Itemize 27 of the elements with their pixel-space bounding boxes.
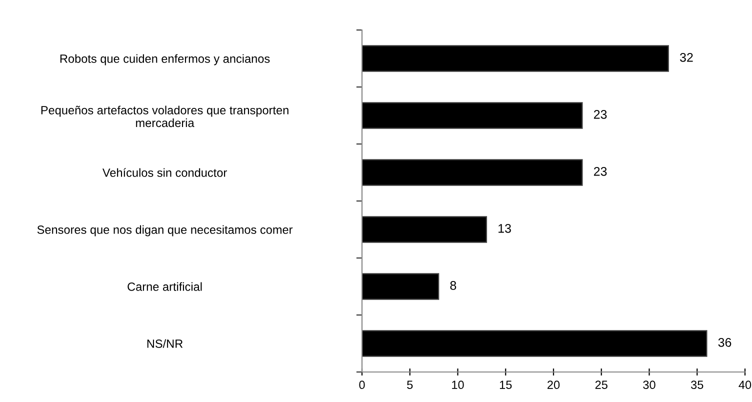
y-tick-label: Pequeños artefactos voladores que transporten mercaderia	[41, 106, 288, 128]
bar	[362, 102, 583, 129]
data-label: 36	[718, 338, 732, 347]
data-label: 23	[594, 110, 607, 119]
data-label: 23	[594, 167, 607, 176]
y-tick-label: NS/NR	[147, 339, 183, 348]
x-tick-label: 20	[548, 380, 560, 390]
x-tick-label: 10	[452, 380, 464, 390]
x-tick-label: 15	[500, 380, 512, 390]
bar	[362, 216, 488, 243]
data-label: 32	[680, 53, 693, 62]
x-tick-label: 0	[359, 380, 365, 390]
y-tick-label: Robots que cuiden enfermos y ancianos	[60, 54, 270, 66]
y-tick-label: Carne artificial	[128, 282, 202, 291]
x-tick-label: 25	[595, 380, 608, 390]
bar	[362, 45, 669, 72]
y-tick-label: Vehículos sin conductor	[102, 168, 227, 177]
bar	[362, 273, 440, 300]
x-tick-label: 40	[738, 380, 752, 390]
y-tick-label: Sensores que nos digan que necesitamos comer	[37, 225, 293, 236]
x-tick-label: 30	[643, 380, 656, 390]
bar	[362, 159, 583, 186]
x-tick-label: 5	[407, 380, 413, 390]
data-label: 8	[450, 281, 456, 290]
data-label: 13	[498, 224, 511, 233]
bar	[362, 330, 708, 357]
x-tick-label: 35	[691, 380, 704, 390]
